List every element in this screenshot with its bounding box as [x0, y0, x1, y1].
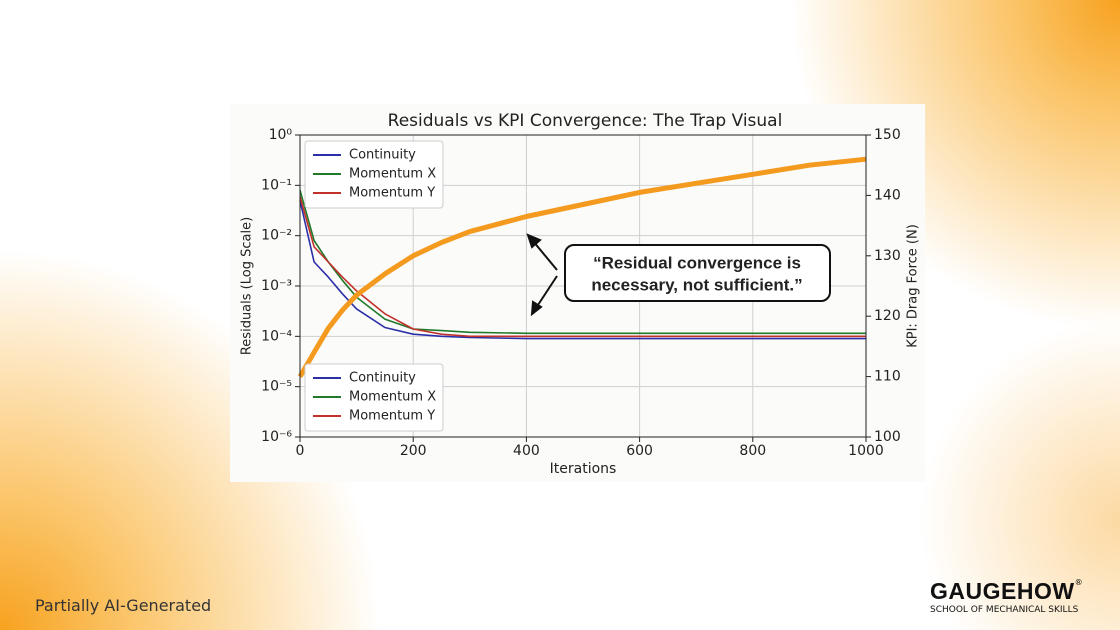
- y-tick-label: 10⁻⁴: [261, 328, 292, 344]
- x-tick-label: 400: [513, 443, 540, 459]
- y2-tick-label: 140: [874, 187, 901, 203]
- y2-tick-label: 100: [874, 429, 901, 445]
- legend-label: Momentum X: [349, 167, 436, 182]
- legend-box: [304, 363, 444, 432]
- legend-label: Continuity: [349, 371, 416, 386]
- y-tick-label: 10⁻⁵: [261, 379, 292, 395]
- x-tick-label: 200: [400, 443, 427, 459]
- y2-axis-label: KPI: Drag Force (N): [906, 224, 921, 348]
- x-tick-label: 0: [296, 443, 305, 459]
- footer: Partially AI-Generated: [35, 596, 212, 615]
- legend-label: Momentum Y: [349, 409, 435, 424]
- x-tick-label: 800: [739, 443, 766, 459]
- legend-label: Momentum X: [349, 390, 436, 405]
- logo-name: GAUGEHOW: [930, 578, 1075, 604]
- series-line: [297, 156, 867, 378]
- annotation: “Residual convergence is: [593, 253, 801, 272]
- y2-tick-label: 110: [874, 369, 901, 385]
- y-tick-label: 10⁻³: [261, 278, 292, 294]
- logo: GAUGEHOW® SCHOOL OF MECHANICAL SKILLS: [930, 578, 1083, 615]
- y2-tick-label: 150: [874, 127, 901, 143]
- y-tick-label: 10⁻⁶: [261, 429, 292, 445]
- legend-label: Continuity: [349, 148, 416, 163]
- annotation: necessary, not sufficient.”: [591, 275, 802, 294]
- y-tick-label: 10⁻¹: [261, 177, 292, 193]
- annotation-arrows: [526, 233, 558, 317]
- chart-title: Residuals vs KPI Convergence: The Trap V…: [388, 111, 783, 131]
- y-axis-label: Residuals (Log Scale): [240, 217, 255, 355]
- annotation-box: [564, 244, 831, 302]
- y-tick-label: 10⁰: [269, 127, 293, 143]
- series-line: [299, 196, 866, 338]
- series-line: [299, 200, 866, 340]
- y2-tick-label: 130: [874, 248, 901, 264]
- logo-mark: ®: [1074, 578, 1083, 587]
- legend-box: [304, 140, 444, 209]
- y-tick-label: 10⁻²: [261, 228, 292, 244]
- series-line: [299, 189, 866, 335]
- x-axis-label: Iterations: [550, 461, 617, 477]
- y2-tick-label: 120: [874, 308, 901, 324]
- legend-label: Momentum Y: [349, 186, 435, 201]
- x-tick-label: 1000: [848, 443, 884, 459]
- x-tick-label: 600: [626, 443, 653, 459]
- logo-tagline: SCHOOL OF MECHANICAL SKILLS: [930, 605, 1079, 615]
